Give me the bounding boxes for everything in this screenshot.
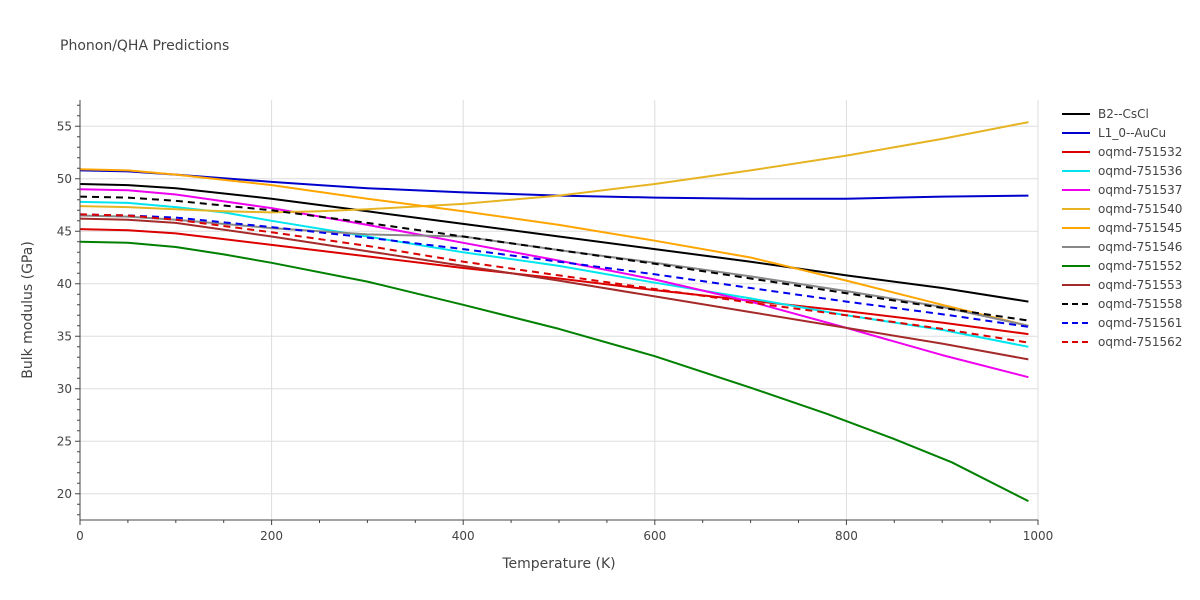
grid: [79, 100, 1039, 520]
series-line-oqmd-751552: [79, 240, 1029, 502]
legend-item-oqmd-751561[interactable]: oqmd-751561: [1062, 316, 1182, 330]
legend-label: oqmd-751561: [1098, 316, 1182, 330]
legend-item-oqmd-751536[interactable]: oqmd-751536: [1062, 164, 1182, 178]
legend-label: B2--CsCl: [1098, 107, 1149, 121]
legend-item-oqmd-751532[interactable]: oqmd-751532: [1062, 145, 1182, 159]
legend-item-oqmd-751553[interactable]: oqmd-751553: [1062, 278, 1182, 292]
series-line-L1_0--AuCu: [79, 169, 1029, 200]
legend-item-oqmd-751537[interactable]: oqmd-751537: [1062, 183, 1182, 197]
legend-label: oqmd-751532: [1098, 145, 1182, 159]
legend-label: oqmd-751536: [1098, 164, 1182, 178]
series-line-oqmd-751545: [79, 168, 1029, 327]
y-tick-label: 25: [57, 434, 72, 448]
series-line-oqmd-751540: [79, 121, 1029, 214]
legend-label: oqmd-751537: [1098, 183, 1182, 197]
axes: [75, 100, 1039, 525]
y-tick-label: 55: [57, 119, 72, 133]
x-tick-label: 200: [260, 529, 283, 543]
legend-label: oqmd-751553: [1098, 278, 1182, 292]
legend-label: L1_0--AuCu: [1098, 126, 1166, 140]
legend-label: oqmd-751558: [1098, 297, 1182, 311]
y-tick-label: 50: [57, 172, 72, 186]
y-tick-label: 30: [57, 382, 72, 396]
y-axis-title: Bulk modulus (GPa): [20, 241, 36, 379]
series-line-oqmd-751537: [79, 188, 1029, 379]
legend-item-oqmd-751552[interactable]: oqmd-751552: [1062, 259, 1182, 273]
y-ticks: 20 25 30 35 40 45 50 55: [57, 119, 72, 501]
x-tick-label: 800: [835, 529, 858, 543]
legend-label: oqmd-751545: [1098, 221, 1182, 235]
series-line-B2--CsCl: [79, 183, 1029, 303]
x-ticks: 0 200 400 600 800 1000: [76, 529, 1053, 543]
x-tick-label: 600: [643, 529, 666, 543]
legend[interactable]: B2--CsCl L1_0--AuCu oqmd-751532 oqmd-751536…: [1062, 107, 1182, 349]
legend-label: oqmd-751546: [1098, 240, 1182, 254]
x-tick-label: 1000: [1023, 529, 1054, 543]
series-line-oqmd-751562: [79, 213, 1029, 344]
chart-title: Phonon/QHA Predictions: [60, 38, 229, 54]
y-tick-label: 45: [57, 224, 72, 238]
legend-label: oqmd-751552: [1098, 259, 1182, 273]
y-tick-label: 35: [57, 329, 72, 343]
series-line-oqmd-751553: [79, 217, 1029, 361]
legend-item-oqmd-751558[interactable]: oqmd-751558: [1062, 297, 1182, 311]
series-line-oqmd-751558: [79, 195, 1029, 322]
legend-item-oqmd-751545[interactable]: oqmd-751545: [1062, 221, 1182, 235]
y-tick-label: 20: [57, 487, 72, 501]
series-line-oqmd-751546: [79, 214, 1029, 327]
y-tick-label: 40: [57, 277, 72, 291]
series-line-oqmd-751561: [79, 213, 1029, 328]
legend-label: oqmd-751562: [1098, 335, 1182, 349]
legend-item-L1_0--AuCu[interactable]: L1_0--AuCu: [1062, 126, 1166, 140]
series-group: [79, 121, 1029, 502]
legend-item-oqmd-751562[interactable]: oqmd-751562: [1062, 335, 1182, 349]
legend-item-oqmd-751546[interactable]: oqmd-751546: [1062, 240, 1182, 254]
legend-item-oqmd-751540[interactable]: oqmd-751540: [1062, 202, 1182, 216]
x-tick-label: 400: [452, 529, 475, 543]
x-axis-title: Temperature (K): [501, 556, 615, 572]
x-tick-label: 0: [76, 529, 84, 543]
legend-label: oqmd-751540: [1098, 202, 1182, 216]
legend-item-B2--CsCl[interactable]: B2--CsCl: [1062, 107, 1149, 121]
